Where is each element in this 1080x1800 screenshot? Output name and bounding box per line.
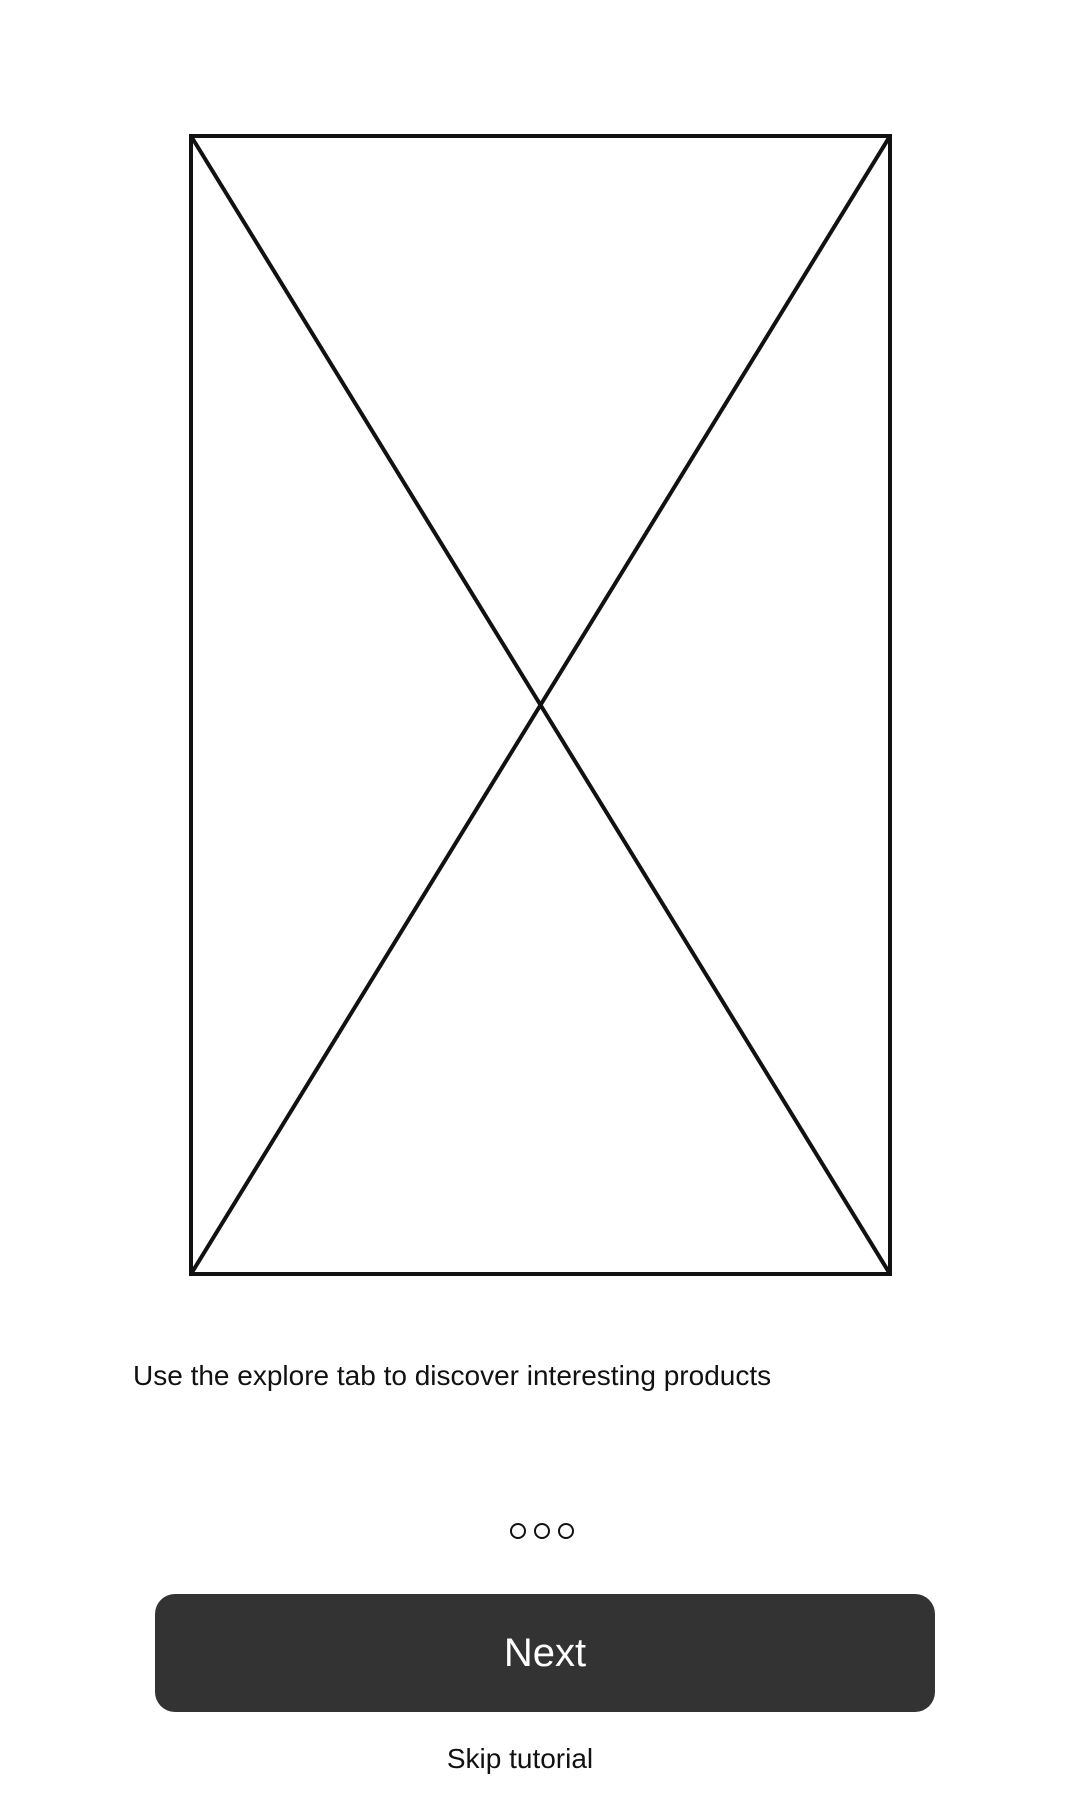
skip-tutorial-link[interactable]: Skip tutorial: [446, 1743, 594, 1774]
image-placeholder-icon: [189, 134, 892, 1276]
onboarding-description: Use the explore tab to discover interest…: [133, 1360, 772, 1391]
page-dot-icon[interactable]: [533, 1523, 550, 1539]
page-dot-icon[interactable]: [557, 1523, 574, 1539]
page-dot-icon[interactable]: [509, 1523, 526, 1539]
next-button[interactable]: Next: [155, 1594, 935, 1712]
page-indicator: [0, 1523, 1080, 1539]
